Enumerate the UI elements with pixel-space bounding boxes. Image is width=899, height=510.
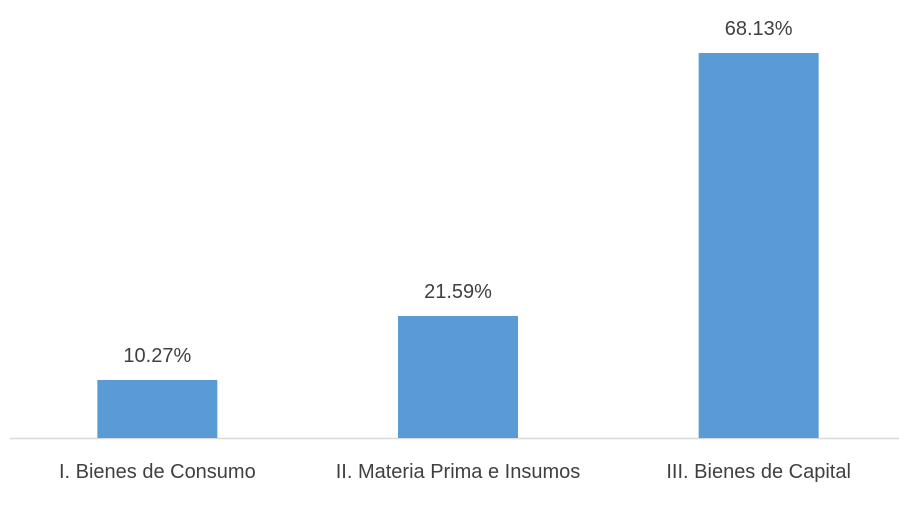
x-tick-label: III. Bienes de Capital [666,461,851,483]
bar [698,53,819,438]
bar [398,315,518,438]
x-tick-label: I. Bienes de Consumo [59,461,256,483]
data-label: 10.27% [123,345,191,367]
data-label: 21.59% [424,281,492,303]
x-tick-label: II. Materia Prima e Insumos [336,461,581,483]
bar [97,379,218,438]
data-label: 68.13% [725,18,793,40]
